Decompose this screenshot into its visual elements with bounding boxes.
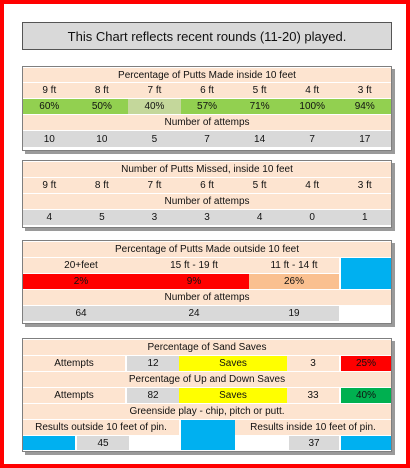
- distance-cell: 6 ft: [200, 180, 214, 191]
- pct-11-14: 26%: [249, 274, 339, 289]
- missed-inside-panel: Number of Putts Missed, inside 10 feet 9…: [22, 160, 392, 228]
- distance-cell: 9 ft: [42, 180, 57, 191]
- blue-right-block: [341, 436, 391, 450]
- pct-15-19: 9%: [139, 274, 249, 289]
- sand-saves-label: Saves: [179, 356, 287, 371]
- outside-label: Results outside 10 feet of pin.: [23, 420, 179, 435]
- distance-cell: 4 ft: [305, 85, 320, 96]
- missed-inside-title: Number of Putts Missed, inside 10 feet: [23, 162, 391, 177]
- missed-inside-distances: 9 ft 8 ft 7 ft 6 ft 5 ft 4 ft 3 ft: [23, 178, 391, 193]
- attempts-cell: 10: [23, 131, 76, 147]
- made-inside-distances: 9 ft 8 ft 7 ft 6 ft 5 ft 4 ft 3 ft: [23, 83, 391, 98]
- distance-cell: 7 ft: [147, 180, 162, 191]
- attempts-cell: 7: [285, 131, 339, 147]
- att-15-19: 24: [139, 306, 249, 321]
- inside-label: Results inside 10 feet of pin.: [235, 420, 391, 435]
- distance-cell: 7 ft: [147, 85, 162, 96]
- distance-cell: 3 ft: [357, 180, 372, 191]
- attempts-cell: 5: [128, 131, 181, 147]
- greenside-title: Greenside play - chip, pitch or putt.: [23, 404, 391, 419]
- percentage-cell: 40%: [128, 99, 181, 114]
- distance-cell: 9 ft: [42, 85, 57, 96]
- made-inside-attempts-label: Number of attemps: [23, 115, 391, 130]
- percentage-cell: 100%: [285, 99, 339, 114]
- sand-pct: 25%: [341, 356, 391, 371]
- percentage-cell: 60%: [23, 99, 76, 114]
- sand-attempts-value: 12: [127, 356, 179, 371]
- made-inside-attempts: 10 10 5 7 14 7 17: [23, 131, 392, 147]
- attempts-cell: 17: [338, 131, 392, 147]
- sand-attempts-label: Attempts: [23, 356, 125, 371]
- count-cell: 5: [75, 210, 129, 225]
- distance-cell: 5 ft: [252, 85, 267, 96]
- percentage-cell: 94%: [338, 99, 392, 114]
- distance-cell: 8 ft: [94, 85, 109, 96]
- inside-value: 37: [289, 436, 339, 450]
- made-inside-percentages: 60% 50% 40% 57% 71% 100% 94%: [23, 99, 392, 114]
- count-cell: 4: [233, 210, 286, 225]
- distance-cell: 6 ft: [200, 85, 214, 96]
- blue-left-block: [23, 436, 75, 450]
- distance-cell: 8 ft: [94, 180, 109, 191]
- updown-saves-label: Saves: [179, 388, 287, 403]
- sand-saves-value: 3: [287, 356, 339, 371]
- count-cell: 0: [285, 210, 339, 225]
- attempts-cell: 7: [180, 131, 234, 147]
- range-20plus: 20+feet: [23, 258, 139, 273]
- distance-cell: 5 ft: [252, 180, 267, 191]
- dashboard-canvas: This Chart reflects recent rounds (11-20…: [4, 4, 406, 464]
- made-outside-panel: Percentage of Putts Made outside 10 feet…: [22, 240, 392, 324]
- percentage-cell: 50%: [75, 99, 129, 114]
- range-15-19: 15 ft - 19 ft: [139, 258, 249, 273]
- blue-block: [341, 258, 391, 289]
- distance-cell: 4 ft: [305, 180, 320, 191]
- updown-pct: 40%: [341, 388, 391, 403]
- updown-title: Percentage of Up and Down Saves: [23, 372, 391, 387]
- made-inside-title: Percentage of Putts Made inside 10 feet: [23, 68, 391, 82]
- missed-inside-attempts-label: Number of attemps: [23, 194, 391, 209]
- updown-attempts-value: 82: [127, 388, 179, 403]
- outside-blank: [129, 436, 179, 450]
- count-cell: 4: [23, 210, 76, 225]
- percentage-cell: 57%: [180, 99, 234, 114]
- page-title: This Chart reflects recent rounds (11-20…: [22, 22, 392, 50]
- outside-value: 45: [77, 436, 129, 450]
- percentage-cell: 71%: [233, 99, 286, 114]
- short-game-panel: Percentage of Sand Saves Attempts 12 Sav…: [22, 338, 392, 452]
- distance-cell: 3 ft: [357, 85, 372, 96]
- count-cell: 3: [128, 210, 181, 225]
- count-cell: 3: [180, 210, 234, 225]
- made-outside-attempts-label: Number of attemps: [23, 290, 391, 305]
- inside-blank: [235, 436, 289, 450]
- attempts-cell: 14: [233, 131, 286, 147]
- made-outside-title: Percentage of Putts Made outside 10 feet: [23, 242, 391, 257]
- blue-center-block: [181, 420, 235, 450]
- count-cell: 1: [338, 210, 392, 225]
- attempts-cell: 10: [75, 131, 129, 147]
- made-inside-panel: Percentage of Putts Made inside 10 feet …: [22, 66, 392, 151]
- pct-20plus: 2%: [23, 274, 139, 289]
- sand-title: Percentage of Sand Saves: [23, 340, 391, 355]
- range-11-14: 11 ft - 14 ft: [249, 258, 339, 273]
- att-11-14: 19: [249, 306, 339, 321]
- updown-saves-value: 33: [287, 388, 339, 403]
- updown-attempts-label: Attempts: [23, 388, 125, 403]
- att-20plus: 64: [23, 306, 139, 321]
